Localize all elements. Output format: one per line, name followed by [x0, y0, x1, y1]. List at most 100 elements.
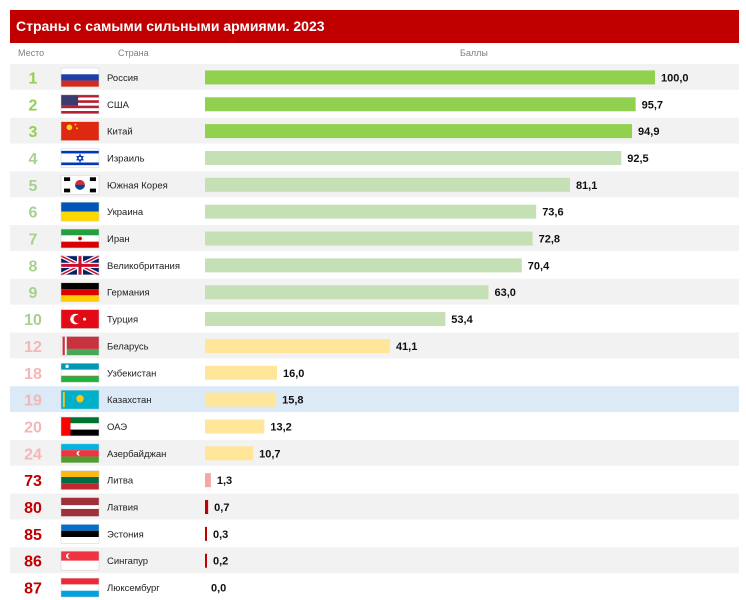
- south-korea-flag-icon: [60, 175, 100, 195]
- bar: [205, 124, 633, 139]
- bar: [205, 500, 209, 515]
- rank-label: 73: [24, 473, 42, 490]
- bar: [205, 392, 277, 407]
- value-label: 94,9: [638, 126, 659, 138]
- value-label: 81,1: [576, 180, 597, 192]
- rank-label: 87: [24, 581, 42, 598]
- rank-label: 18: [24, 366, 42, 383]
- bar: [205, 338, 390, 353]
- value-label: 0,0: [211, 583, 226, 595]
- value-label: 73,6: [542, 207, 563, 219]
- bar: [205, 70, 655, 85]
- title-bar: Страны с самыми сильными армиями. 2023: [10, 10, 739, 43]
- value-label: 13,2: [270, 421, 291, 433]
- table-row: [10, 520, 739, 547]
- country-label: Россия: [107, 73, 138, 84]
- value-label: 0,3: [213, 529, 228, 541]
- value-label: 95,7: [642, 99, 663, 111]
- rank-label: 20: [24, 419, 42, 436]
- bar: [205, 419, 265, 434]
- rank-label: 7: [29, 232, 38, 249]
- country-label: Беларусь: [107, 341, 149, 352]
- bar: [205, 553, 207, 568]
- rank-label: 2: [29, 97, 38, 114]
- value-label: 10,7: [259, 448, 280, 460]
- rank-label: 80: [24, 500, 42, 517]
- value-label: 16,0: [283, 368, 304, 380]
- country-label: Великобритания: [107, 261, 180, 272]
- uzbekistan-flag-icon: [60, 363, 100, 383]
- country-label: Сингапур: [107, 556, 148, 567]
- country-label: Узбекистан: [107, 368, 156, 379]
- country-label: Литва: [107, 476, 134, 487]
- value-label: 1,3: [217, 475, 232, 487]
- country-label: Украина: [107, 207, 144, 218]
- value-label: 70,4: [528, 260, 550, 272]
- column-header-score: Баллы: [460, 48, 488, 58]
- country-label: Азербайджан: [107, 449, 166, 460]
- china-flag-icon: [60, 121, 100, 141]
- country-label: Люксембург: [107, 583, 160, 594]
- bar: [205, 150, 622, 165]
- usa-flag-icon: [60, 94, 100, 114]
- rank-label: 85: [24, 527, 42, 544]
- bar: [205, 285, 489, 300]
- bar: [205, 312, 446, 327]
- country-label: Эстония: [107, 529, 144, 540]
- bar: [205, 231, 533, 246]
- country-label: Турция: [107, 315, 138, 326]
- country-label: Казахстан: [107, 395, 152, 406]
- country-label: Германия: [107, 288, 150, 299]
- table-row: [10, 466, 739, 493]
- bar: [205, 258, 522, 273]
- value-label: 0,2: [213, 556, 228, 568]
- rank-label: 6: [29, 205, 38, 222]
- value-label: 0,7: [214, 502, 229, 514]
- rank-label: 9: [29, 285, 38, 302]
- table-row: [10, 439, 739, 466]
- uae-flag-icon: [60, 416, 100, 437]
- rank-label: 10: [24, 312, 42, 329]
- rank-label: 24: [24, 446, 42, 463]
- rank-label: 1: [29, 70, 38, 87]
- iran-flag-icon: [60, 228, 100, 249]
- rank-label: 86: [24, 554, 42, 571]
- kazakhstan-flag-icon: [60, 389, 100, 410]
- rank-label: 3: [29, 124, 38, 141]
- table-row: [10, 547, 739, 574]
- value-label: 72,8: [539, 234, 560, 246]
- table-row: [10, 413, 739, 439]
- latvia-flag-icon: [60, 497, 100, 517]
- uk-flag-icon: [60, 254, 100, 277]
- bar: [205, 204, 537, 219]
- bar: [205, 446, 254, 461]
- rank-label: 12: [24, 339, 42, 356]
- country-label: Южная Корея: [107, 180, 168, 191]
- germany-flag-icon: [60, 282, 100, 302]
- column-header-country: Страна: [118, 48, 149, 58]
- israel-flag-icon: [60, 148, 100, 168]
- country-label: Латвия: [107, 503, 138, 514]
- country-label: Израиль: [107, 153, 145, 164]
- column-header-place: Место: [18, 48, 45, 58]
- value-label: 53,4: [451, 314, 473, 326]
- value-label: 63,0: [495, 287, 516, 299]
- azerbaijan-flag-icon: [60, 443, 100, 463]
- country-label: США: [107, 100, 130, 111]
- bar: [205, 365, 277, 380]
- ukraine-flag-icon: [60, 202, 100, 222]
- rank-label: 19: [24, 393, 42, 410]
- bar: [205, 473, 211, 488]
- value-label: 41,1: [396, 341, 417, 353]
- value-label: 100,0: [661, 72, 689, 84]
- page-title: Страны с самыми сильными армиями. 2023: [16, 18, 325, 34]
- rank-label: 5: [29, 178, 38, 195]
- estonia-flag-icon: [60, 524, 100, 544]
- rank-label: 4: [29, 151, 38, 168]
- belarus-flag-icon: [60, 336, 100, 356]
- bar: [205, 526, 207, 541]
- singapore-flag-icon: [60, 551, 100, 571]
- table-row: [10, 359, 739, 386]
- value-label: 15,8: [282, 395, 303, 407]
